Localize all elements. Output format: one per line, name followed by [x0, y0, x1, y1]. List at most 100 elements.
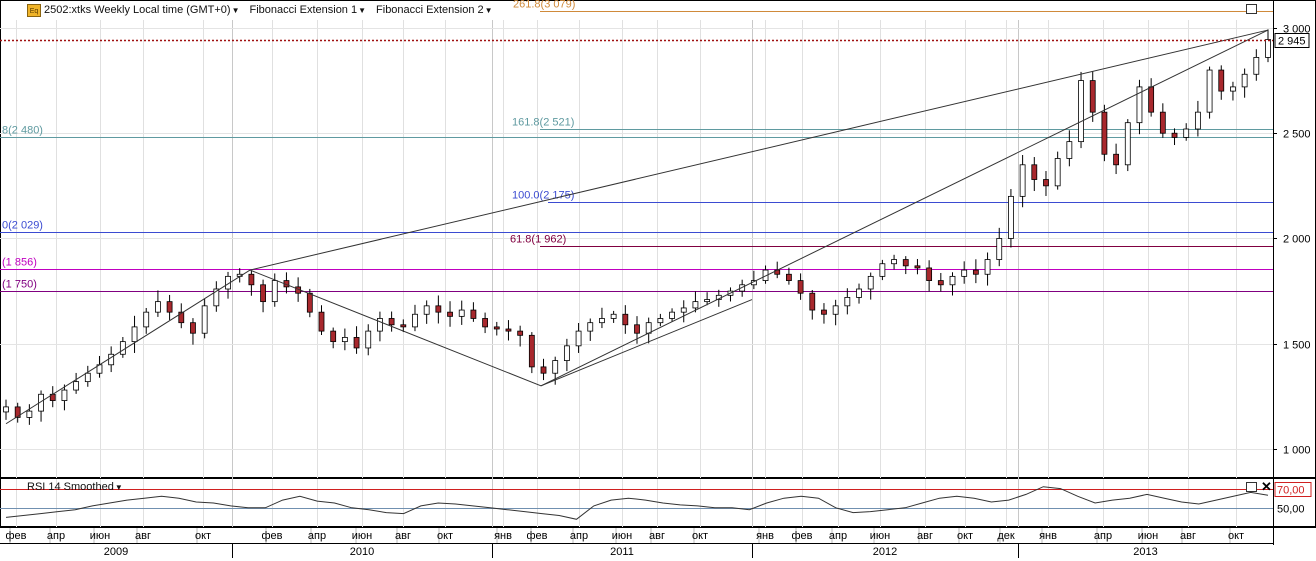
candle-body [926, 267, 933, 281]
candle-body [669, 311, 675, 319]
candle-body [1019, 164, 1026, 197]
candle-body [575, 330, 582, 347]
rsi-line [5, 486, 1269, 520]
candle-body [540, 366, 547, 374]
month-label: апр [1094, 530, 1112, 542]
fib-level-label: 261.8(3 079) [513, 0, 575, 11]
price-tick-label: 2 500 [1283, 129, 1311, 141]
rsi-label: RSI 14 Smoothed [27, 481, 114, 493]
candle-body [634, 324, 640, 334]
year-label: 2012 [873, 546, 897, 558]
candle-body [1241, 73, 1248, 88]
candle-body [844, 297, 851, 307]
candle-body [470, 309, 477, 319]
trend-line [249, 29, 1269, 271]
month-label: июн [612, 530, 632, 542]
candle-body [400, 324, 407, 328]
fib-extension-1-label: Fibonacci Extension 1 [249, 4, 358, 16]
fib-level-label: (1 750) [2, 279, 37, 291]
candle-body [891, 259, 897, 265]
candle-body [528, 334, 535, 368]
candle-body [937, 280, 944, 286]
month-label: авг [395, 530, 411, 542]
candle-body [563, 345, 570, 361]
candle-body [832, 305, 839, 315]
close-icon[interactable]: ✕ [1261, 479, 1272, 494]
month-label: окт [437, 530, 453, 542]
rsi-indicator-dropdown[interactable]: RSI 14 Smoothed ▼ [27, 481, 123, 493]
candle-body [1265, 39, 1271, 58]
candle-body [949, 275, 956, 286]
candle-body [458, 309, 465, 317]
candle-body [190, 322, 196, 334]
month-label: июн [90, 530, 110, 542]
fib-level-label: 161.8(2 521) [512, 117, 574, 129]
candle-body [972, 269, 979, 275]
fib-extension-1-dropdown[interactable]: Fibonacci Extension 1 ▼ [249, 4, 366, 16]
candle-body [517, 330, 524, 336]
candle-body [1206, 69, 1213, 113]
candle-body [26, 410, 33, 418]
month-label: авг [917, 530, 933, 542]
candle-body [902, 259, 909, 267]
candle-body [412, 313, 418, 328]
rsi-level-label: 70,00 [1277, 485, 1305, 497]
candle-body [680, 307, 687, 313]
candle-body [786, 273, 792, 281]
fib-level-label: 100.0(2 175) [512, 190, 574, 202]
fib-anchor-lines [5, 29, 1269, 425]
candle-body [119, 341, 126, 355]
candle-body [1043, 179, 1049, 187]
fib-extension-2-label: Fibonacci Extension 2 [376, 4, 484, 16]
candle-body [599, 318, 605, 324]
month-label: фев [791, 530, 812, 542]
month-label: июн [352, 530, 372, 542]
month-label: фев [261, 530, 282, 542]
price-tick-label: 2 000 [1283, 234, 1311, 246]
candle-body [213, 288, 220, 307]
year-label: 2010 [350, 546, 374, 558]
year-label: 2011 [610, 546, 634, 558]
fib-level-label: 0(2 029) [2, 220, 43, 232]
candle-body [1089, 80, 1096, 113]
month-label: дек [997, 530, 1015, 542]
candle-body [1008, 195, 1014, 239]
candle-body [914, 265, 921, 269]
candle-body [423, 305, 430, 315]
candle-body [961, 269, 968, 277]
rsi-level-box [1274, 482, 1312, 497]
candle-body [622, 313, 629, 326]
candle-body [1194, 111, 1201, 130]
symbol-label: 2502:xtks Weekly Local time (GMT+0) [44, 4, 231, 16]
month-label: янв [494, 530, 512, 542]
candle-body [493, 326, 500, 330]
candle-body [1159, 111, 1166, 134]
price-tick-label: 1 500 [1283, 340, 1311, 352]
fib-extension-2-dropdown[interactable]: Fibonacci Extension 2 ▼ [376, 4, 493, 16]
candle-body [377, 318, 383, 332]
candle-body [587, 322, 594, 332]
fib-level-label: 8(2 480) [2, 125, 43, 137]
candle-body [704, 299, 711, 303]
candle-body [271, 280, 278, 303]
maximize-rsi-pane-icon[interactable] [1246, 482, 1257, 492]
year-label: 2009 [104, 546, 128, 558]
chevron-down-icon: ▼ [358, 5, 367, 15]
candle-body [388, 318, 395, 326]
candle-body [996, 238, 1003, 260]
candle-body [330, 330, 337, 343]
chevron-down-icon: ▼ [484, 5, 493, 15]
candle-body [645, 322, 652, 334]
candle-body [61, 389, 68, 401]
candle-body [552, 360, 559, 374]
symbol-dropdown[interactable]: 2502:xtks Weekly Local time (GMT+0) ▼ [44, 4, 239, 16]
month-label: янв [756, 530, 774, 542]
candle-body [14, 406, 21, 418]
month-label: апр [308, 530, 326, 542]
equity-icon[interactable]: Eq [27, 4, 41, 17]
month-label: авг [649, 530, 665, 542]
candle-body [365, 330, 372, 349]
maximize-pane-icon[interactable] [1246, 4, 1257, 14]
price-tick-label: 1 000 [1283, 445, 1311, 457]
